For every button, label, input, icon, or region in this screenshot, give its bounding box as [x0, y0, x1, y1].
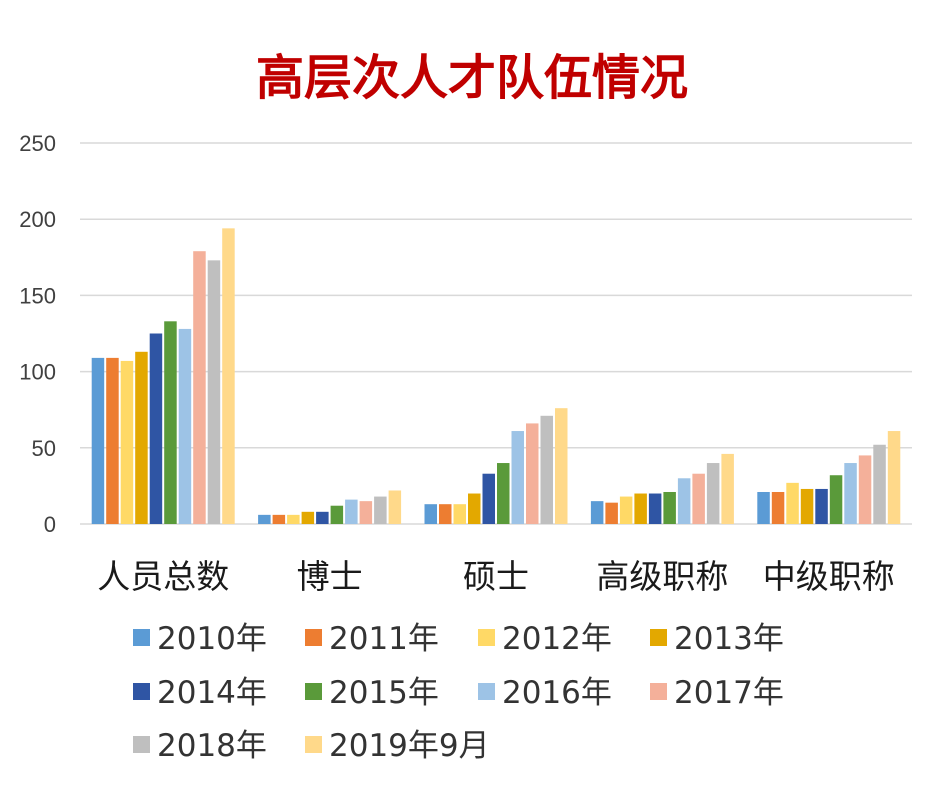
bar [207, 260, 221, 524]
bar [497, 463, 510, 524]
bar [482, 473, 495, 524]
bar [345, 499, 358, 524]
bar [149, 333, 163, 524]
legend-label: 2017年 [674, 675, 784, 711]
bar [721, 453, 734, 524]
bar [301, 511, 315, 524]
legend-swatch [650, 683, 667, 700]
bar [316, 511, 329, 524]
bar [873, 444, 886, 524]
bar [555, 408, 568, 524]
bar [858, 455, 872, 524]
x-category-label: 硕士 [463, 557, 529, 596]
bar [388, 490, 402, 524]
legend-label: 2012年 [502, 621, 612, 657]
legend-swatch [305, 736, 322, 753]
legend-label: 2019年9月 [329, 728, 490, 764]
y-tick-label: 150 [19, 283, 56, 308]
bar [287, 514, 300, 524]
bar [106, 357, 119, 524]
bar [800, 488, 814, 524]
chart-title: 高层次人才队伍情况 [256, 50, 688, 106]
bar [844, 463, 857, 524]
legend-swatch [133, 629, 150, 646]
legend: 2010年 2011年 2012年 2013年 2014年 2015年 2016年 2017年… [133, 621, 784, 764]
bar [439, 504, 452, 524]
y-tick-label: 250 [19, 131, 56, 156]
legend-swatch [133, 683, 150, 700]
legend-label: 2013年 [674, 621, 784, 657]
y-tick-label: 0 [44, 512, 56, 537]
bar [222, 228, 235, 524]
bar [511, 431, 524, 524]
x-axis-category-labels: 人员总数 博士 硕士 高级职称 中级职称 [97, 557, 895, 596]
y-tick-label: 100 [19, 360, 56, 385]
bars [91, 228, 901, 525]
bar [540, 415, 553, 524]
legend-swatch [305, 629, 322, 646]
bar [526, 423, 539, 524]
bar [359, 501, 373, 524]
bar [178, 328, 192, 524]
legend-swatch [305, 683, 322, 700]
bar [120, 360, 134, 524]
bar [605, 502, 618, 524]
legend-label: 2010年 [157, 621, 267, 657]
bar [91, 357, 105, 524]
legend-label: 2014年 [157, 675, 267, 711]
legend-label: 2018年 [157, 728, 267, 764]
legend-swatch [650, 629, 667, 646]
bar [648, 493, 662, 524]
bar [757, 491, 770, 524]
y-tick-label: 50 [32, 436, 56, 461]
bar [677, 478, 691, 524]
legend-swatch [133, 736, 150, 753]
bar [887, 431, 901, 524]
legend-swatch [478, 629, 495, 646]
bar [829, 475, 843, 524]
bar [258, 514, 271, 524]
bar [619, 496, 633, 524]
bar [193, 251, 206, 525]
bar [330, 505, 344, 524]
legend-label: 2015年 [329, 675, 439, 711]
bar [374, 496, 387, 524]
bar [164, 321, 177, 524]
bar [692, 473, 705, 524]
bar [590, 501, 604, 524]
bar [815, 488, 828, 524]
y-tick-label: 200 [19, 207, 56, 232]
bar [786, 482, 799, 524]
bar [468, 493, 481, 524]
legend-swatch [478, 683, 495, 700]
legend-label: 2016年 [502, 675, 612, 711]
x-category-label: 博士 [297, 557, 363, 596]
y-axis-tick-labels: 0 50 100 150 200 250 [19, 131, 56, 537]
bar [771, 491, 785, 524]
bar [706, 463, 720, 524]
bar [634, 493, 647, 524]
bar [272, 514, 286, 524]
bar [453, 504, 466, 524]
bar [663, 491, 676, 524]
x-category-label: 高级职称 [596, 557, 728, 596]
legend-label: 2011年 [329, 621, 439, 657]
bar [424, 504, 437, 524]
x-category-label: 人员总数 [97, 557, 229, 596]
x-category-label: 中级职称 [763, 557, 895, 596]
bar [135, 351, 148, 524]
